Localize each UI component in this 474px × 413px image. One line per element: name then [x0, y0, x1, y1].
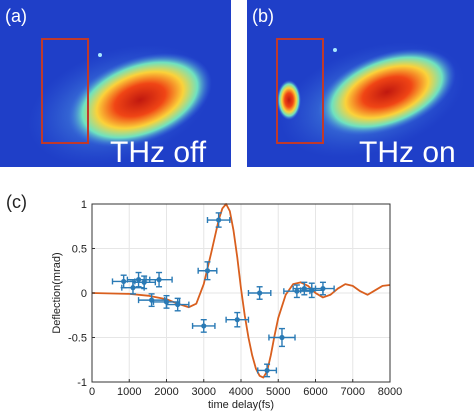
x-axis-label: time delay(fs) [208, 399, 274, 411]
data-point [257, 363, 278, 378]
point-marker [320, 285, 326, 292]
beam-spot [68, 52, 212, 148]
x-tick-label: 4000 [229, 386, 253, 398]
image-panel-thz-off: (a) THz off [0, 0, 231, 167]
deflected-spot [277, 80, 301, 120]
roi-box [41, 38, 89, 144]
y-axis-label: Deflection(mrad) [51, 252, 63, 333]
data-point [206, 212, 231, 228]
data-point [225, 311, 250, 328]
deflection-chart: (c) 0 1000 2000 3000 4000 5000 6000 7000 8000 -1 -… [6, 192, 402, 411]
point-marker [121, 278, 127, 285]
data-point [165, 297, 190, 312]
x-tick-label: 1000 [117, 386, 141, 398]
speckle [333, 48, 337, 52]
point-marker [156, 277, 162, 283]
data-point [191, 318, 216, 333]
x-tick-label: 3000 [192, 386, 216, 398]
data-points-layer [111, 212, 335, 378]
panel-caption: THz on [359, 136, 456, 167]
point-marker [216, 217, 222, 223]
point-marker [130, 285, 136, 291]
point-marker [264, 367, 270, 374]
panel-letter: (a) [5, 6, 27, 26]
data-point [145, 271, 173, 288]
x-tick-label: 7000 [341, 386, 365, 398]
fit-curve [91, 203, 391, 379]
fit-curve-layer [91, 203, 391, 379]
point-marker [201, 323, 207, 329]
y-tick-label: 0.5 [72, 244, 87, 256]
data-point [247, 286, 272, 300]
y-tick-label: 0 [81, 288, 87, 300]
chart-panel-letter: (c) [6, 192, 27, 212]
tick-labels: 0 1000 2000 3000 4000 5000 6000 7000 8000 -1 -0.5 0… [68, 199, 402, 398]
point-marker [257, 290, 263, 296]
data-point [268, 327, 296, 348]
point-marker [204, 268, 211, 274]
data-point [311, 281, 335, 296]
y-tick-label: -1 [77, 377, 87, 389]
point-marker [279, 334, 285, 341]
x-tick-label: 6000 [303, 386, 327, 398]
point-marker [294, 288, 300, 294]
plot-frame [91, 203, 391, 383]
beam-image-thz-on: (b) THz on [247, 0, 474, 167]
point-marker [175, 301, 181, 308]
x-tick-label: 5000 [266, 386, 290, 398]
roi-box [276, 38, 324, 144]
speckle [98, 53, 102, 57]
point-marker [135, 277, 142, 283]
panel-letter: (b) [252, 6, 274, 26]
y-tick-label: -0.5 [68, 333, 87, 345]
x-tick-label: 8000 [378, 386, 402, 398]
point-marker [234, 317, 240, 323]
beam-image-thz-off: (a) THz off [0, 0, 231, 167]
panel-caption: THz off [110, 136, 207, 167]
x-tick-label: 0 [89, 386, 95, 398]
data-point [197, 261, 218, 281]
beam-spot [318, 48, 456, 136]
image-panel-thz-on: (b) THz on [247, 0, 474, 167]
x-tick-label: 2000 [154, 386, 178, 398]
y-tick-label: 1 [81, 199, 87, 211]
data-point [121, 280, 145, 295]
